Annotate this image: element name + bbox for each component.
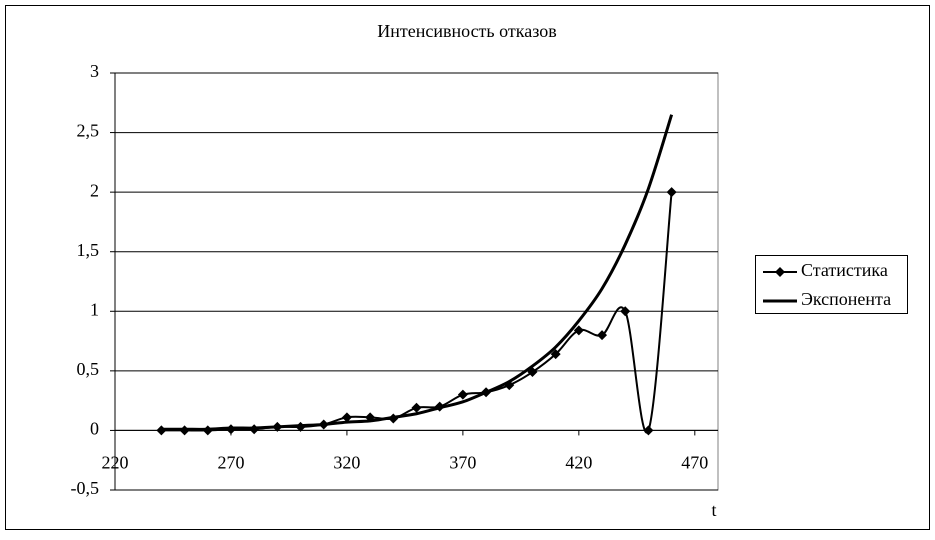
y-tick-label: 0	[90, 419, 99, 439]
x-tick-label: 270	[217, 453, 244, 473]
data-point	[550, 349, 561, 360]
data-point	[620, 306, 631, 317]
x-tick-label: 320	[333, 453, 360, 473]
legend-label: Экспонента	[801, 289, 891, 309]
data-point	[341, 412, 352, 423]
series-line	[161, 114, 674, 431]
y-tick-label: 2,5	[77, 121, 100, 141]
data-point	[573, 325, 584, 336]
x-tick-label: 220	[102, 453, 129, 473]
legend	[755, 255, 908, 314]
x-axis-label: t	[711, 500, 716, 520]
x-tick-label: 470	[681, 453, 708, 473]
legend-marker	[775, 267, 785, 277]
y-tick-label: 3	[90, 61, 99, 81]
y-tick-label: 1,5	[77, 240, 100, 260]
x-tick-label: 420	[565, 453, 592, 473]
y-tick-label: 2	[90, 180, 99, 200]
data-point	[457, 389, 468, 400]
plot-area	[114, 72, 719, 491]
data-point	[643, 425, 654, 436]
x-tick-label: 370	[449, 453, 476, 473]
legend-label: Статистика	[801, 260, 888, 280]
y-tick-label: 0,5	[77, 359, 100, 379]
data-point	[666, 187, 677, 198]
data-point	[411, 402, 422, 413]
y-tick-label: -0,5	[71, 478, 100, 498]
y-tick-label: 1	[90, 299, 99, 319]
data-point	[597, 330, 608, 341]
chart-title: Интенсивность отказов	[377, 21, 556, 41]
